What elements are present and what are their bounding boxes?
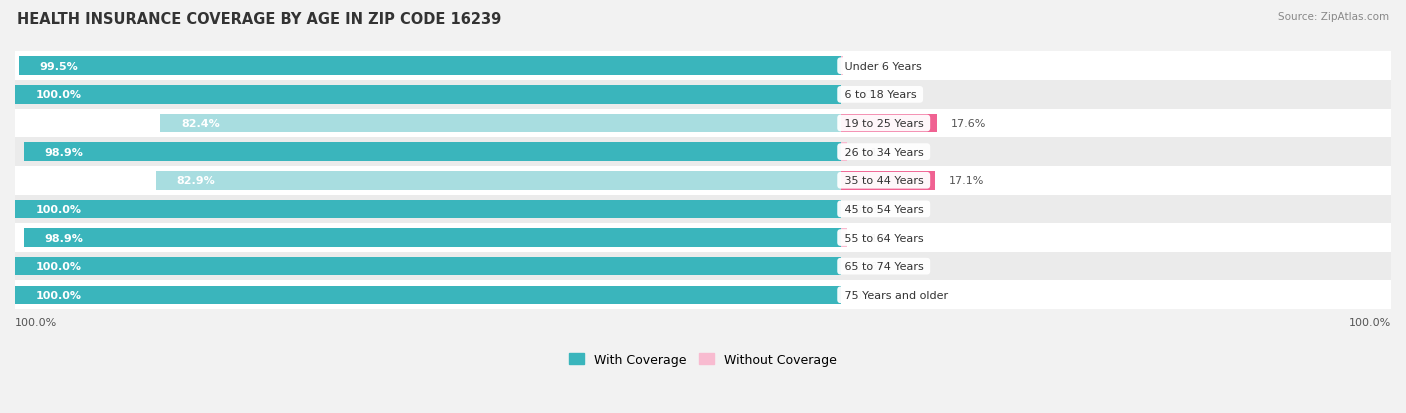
Text: 19 to 25 Years: 19 to 25 Years xyxy=(841,119,927,129)
Bar xyxy=(24,143,841,161)
Text: 100.0%: 100.0% xyxy=(1348,317,1391,328)
Bar xyxy=(15,109,1391,138)
Text: 0.0%: 0.0% xyxy=(855,290,883,300)
Text: 98.9%: 98.9% xyxy=(45,233,83,243)
Bar xyxy=(15,81,1391,109)
Text: 0.5%: 0.5% xyxy=(858,62,886,71)
Bar xyxy=(841,57,844,76)
Text: 100.0%: 100.0% xyxy=(35,204,82,214)
Text: 65 to 74 Years: 65 to 74 Years xyxy=(841,261,927,271)
Bar xyxy=(15,252,1391,281)
Text: 17.6%: 17.6% xyxy=(952,119,987,129)
Text: 55 to 64 Years: 55 to 64 Years xyxy=(841,233,927,243)
Bar xyxy=(24,229,841,247)
Bar xyxy=(841,114,938,133)
Bar xyxy=(15,224,1391,252)
Bar xyxy=(841,171,935,190)
Bar xyxy=(15,166,1391,195)
Text: 35 to 44 Years: 35 to 44 Years xyxy=(841,176,927,186)
Text: 75 Years and older: 75 Years and older xyxy=(841,290,952,300)
Text: 100.0%: 100.0% xyxy=(35,261,82,271)
Bar xyxy=(15,200,841,218)
Legend: With Coverage, Without Coverage: With Coverage, Without Coverage xyxy=(569,353,837,366)
Text: 82.4%: 82.4% xyxy=(181,119,219,129)
Text: 100.0%: 100.0% xyxy=(35,290,82,300)
Text: 0.0%: 0.0% xyxy=(855,261,883,271)
Text: Under 6 Years: Under 6 Years xyxy=(841,62,925,71)
Bar xyxy=(15,195,1391,224)
Bar xyxy=(160,114,841,133)
Bar xyxy=(15,86,841,104)
Text: 99.5%: 99.5% xyxy=(39,62,79,71)
Text: 6 to 18 Years: 6 to 18 Years xyxy=(841,90,920,100)
Bar xyxy=(841,229,846,247)
Bar xyxy=(841,143,846,161)
Text: 0.0%: 0.0% xyxy=(855,90,883,100)
Bar xyxy=(15,257,841,276)
Text: 1.1%: 1.1% xyxy=(860,147,889,157)
Text: Source: ZipAtlas.com: Source: ZipAtlas.com xyxy=(1278,12,1389,22)
Text: 98.9%: 98.9% xyxy=(45,147,83,157)
Bar xyxy=(15,286,841,304)
Bar xyxy=(15,138,1391,166)
Text: 100.0%: 100.0% xyxy=(15,317,58,328)
Text: 82.9%: 82.9% xyxy=(177,176,215,186)
Bar xyxy=(156,171,841,190)
Bar xyxy=(20,57,841,76)
Text: 1.1%: 1.1% xyxy=(860,233,889,243)
Text: 17.1%: 17.1% xyxy=(949,176,984,186)
Text: 0.0%: 0.0% xyxy=(855,204,883,214)
Text: 26 to 34 Years: 26 to 34 Years xyxy=(841,147,927,157)
Text: HEALTH INSURANCE COVERAGE BY AGE IN ZIP CODE 16239: HEALTH INSURANCE COVERAGE BY AGE IN ZIP … xyxy=(17,12,501,27)
Bar xyxy=(15,52,1391,81)
Text: 45 to 54 Years: 45 to 54 Years xyxy=(841,204,927,214)
Text: 100.0%: 100.0% xyxy=(35,90,82,100)
Bar xyxy=(15,281,1391,309)
